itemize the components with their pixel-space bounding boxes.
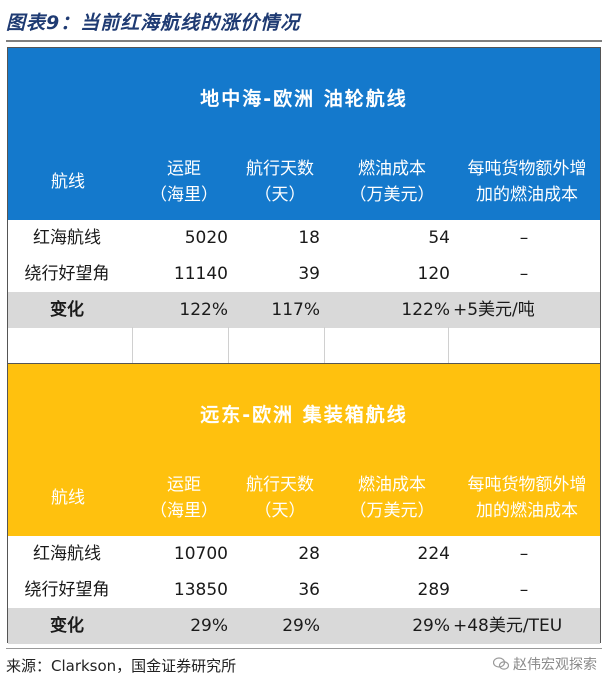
header-route: 航线: [51, 488, 85, 508]
table-row: 绕行好望角 11140 39 120 –: [24, 264, 529, 284]
table-row: 绕行好望角 13850 36 289 –: [24, 580, 529, 600]
change-row: 变化 29% 29% 29% +48美元/TEU: [8, 608, 600, 644]
header-extra: 每吨货物额外增 加的燃油成本: [467, 475, 587, 521]
table-row: 红海航线 10700 28 224 –: [33, 544, 529, 564]
header-distance: 运距 （海里）: [150, 159, 218, 205]
container-table: 远东-欧洲 集装箱航线 航线 运距 （海里） 航行天数 （天） 燃油成本 （万美元） …: [7, 363, 601, 644]
header-days: 航行天数 （天）: [246, 475, 314, 521]
wechat-icon: [493, 657, 509, 670]
figure-title: 图表9：当前红海航线的涨价情况: [6, 12, 301, 34]
header-days: 航行天数 （天）: [246, 159, 314, 205]
table-title: 地中海-欧洲 油轮航线: [200, 88, 408, 110]
spacer-row: [7, 327, 601, 363]
change-row: 变化 122% 117% 122% +5美元/吨: [8, 292, 600, 328]
header-distance: 运距 （海里）: [150, 475, 218, 521]
table-row: 红海航线 5020 18 54 –: [33, 228, 529, 248]
title-rule: [6, 40, 602, 42]
header-extra: 每吨货物额外增 加的燃油成本: [467, 159, 587, 205]
oil-tanker-table: 地中海-欧洲 油轮航线 航线 运距 （海里） 航行天数 （天） 燃油成本 （万美元） …: [7, 47, 601, 328]
header-fuel: 燃油成本 （万美元）: [349, 159, 435, 205]
source-rule: [6, 648, 602, 649]
header-route: 航线: [51, 172, 85, 192]
source-note: 来源：Clarkson，国金证券研究所: [6, 657, 237, 675]
table-title: 远东-欧洲 集装箱航线: [200, 404, 408, 426]
watermark-text: 赵伟宏观探索: [513, 657, 597, 673]
watermark: 赵伟宏观探索: [493, 654, 597, 674]
table-header-band: 地中海-欧洲 油轮航线 航线 运距 （海里） 航行天数 （天） 燃油成本 （万美元） …: [8, 48, 600, 220]
table-header-band: 远东-欧洲 集装箱航线 航线 运距 （海里） 航行天数 （天） 燃油成本 （万美元） …: [8, 364, 600, 536]
header-fuel: 燃油成本 （万美元）: [349, 475, 435, 521]
